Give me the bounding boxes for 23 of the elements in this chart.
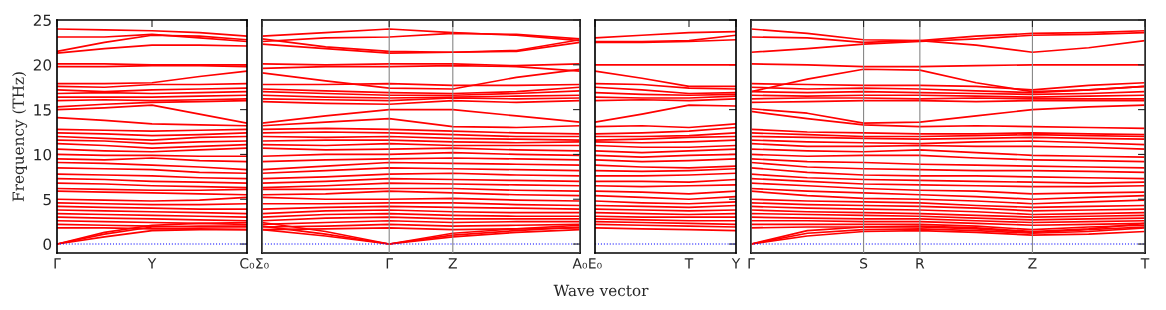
y-tick-label: 25 bbox=[33, 14, 51, 27]
y-axis-title: Frequency (THz) bbox=[12, 72, 28, 202]
y-tick-label: 10 bbox=[34, 148, 52, 161]
y-tick-label: 20 bbox=[33, 59, 52, 71]
x-tick-label: T bbox=[684, 258, 694, 269]
x-tick-label: S bbox=[860, 258, 868, 269]
x-tick-label: Γ bbox=[386, 258, 393, 269]
x-tick-label: Γ bbox=[748, 258, 755, 269]
x-tick-label: Y bbox=[731, 258, 741, 269]
x-axis-title: Wave vector bbox=[553, 284, 649, 297]
x-tick-label: C₀ bbox=[240, 258, 255, 269]
x-tick-label: A₀ bbox=[572, 258, 588, 269]
x-tick-label: R bbox=[916, 258, 925, 269]
y-tick-label: 5 bbox=[43, 193, 51, 206]
x-tick-label: Y bbox=[147, 258, 157, 269]
x-tick-label: T bbox=[1140, 258, 1150, 269]
y-tick-label: 0 bbox=[43, 238, 52, 251]
x-tick-label: Z bbox=[1028, 258, 1037, 269]
x-tick-label: Γ bbox=[54, 258, 61, 269]
x-tick-label: E₀ bbox=[589, 258, 602, 269]
x-tick-label: Z bbox=[448, 258, 457, 269]
y-tick-label: 15 bbox=[34, 104, 51, 116]
x-tick-label: Σ₀ bbox=[256, 258, 269, 269]
